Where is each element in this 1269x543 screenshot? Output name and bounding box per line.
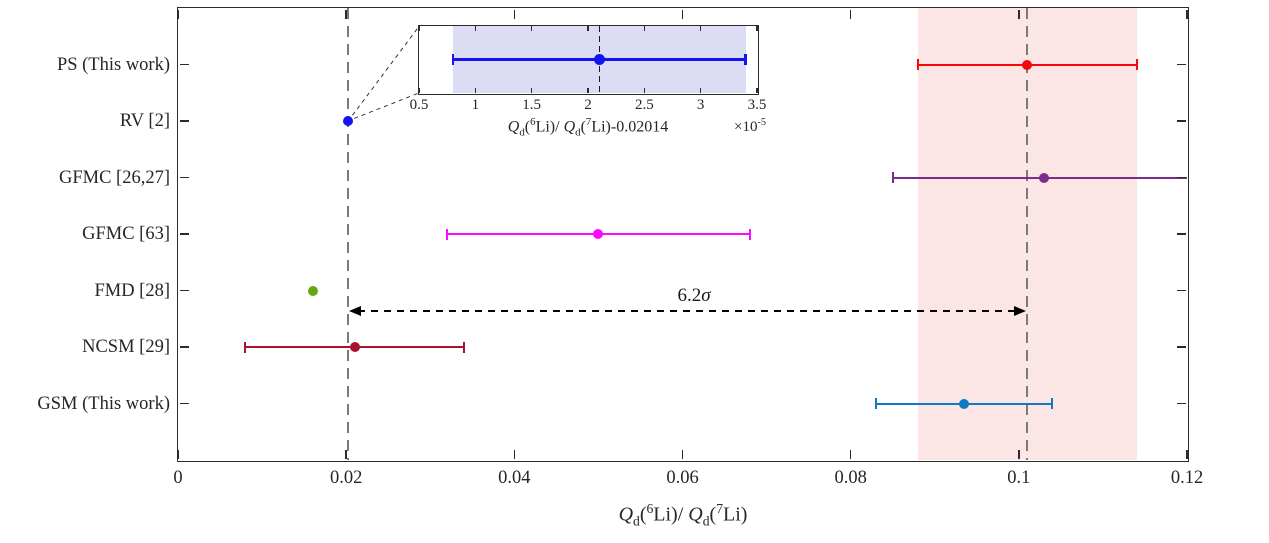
inset-x-tick-bottom (643, 88, 645, 93)
inset-x-tick-label: 3 (696, 97, 705, 113)
x-tick-top (513, 9, 516, 19)
inset-x-tick-label: 2 (584, 97, 592, 113)
y-category-label: GFMC [63] (82, 224, 170, 244)
x-tick-bottom (177, 449, 179, 459)
data-point (959, 398, 970, 409)
y-tick-right (1176, 402, 1186, 405)
y-tick-left (179, 233, 189, 235)
y-tick-left (179, 176, 189, 179)
inset-x-tick-label: 0.5 (409, 97, 429, 113)
error-bar-cap-left (916, 59, 919, 70)
x-tick-label: 0.08 (834, 468, 867, 488)
inset-x-tick-bottom (474, 88, 476, 93)
y-category-label: FMD [28] (94, 280, 170, 301)
x-tick-bottom (345, 449, 347, 459)
inset-error-bar-cap-right (744, 54, 747, 65)
x-tick-label: 0.12 (1170, 468, 1204, 488)
x-tick-bottom (513, 449, 516, 459)
y-tick-right (1176, 289, 1186, 292)
data-point (349, 342, 360, 352)
inset-x-tick-bottom (531, 88, 533, 93)
x-tick-top (849, 9, 852, 19)
y-category-label: GFMC [26,27] (58, 167, 170, 188)
error-bar-cap-left (891, 172, 894, 183)
inset-x-tick-bottom (418, 88, 420, 93)
y-tick-left (179, 120, 189, 122)
y-tick-left (179, 63, 189, 66)
inset-scale-multiplier-label: ×10-5 (734, 117, 766, 135)
y-tick-left (179, 289, 189, 292)
y-tick-right (1176, 63, 1186, 66)
data-point (593, 229, 604, 239)
x-tick-bottom (681, 449, 684, 459)
inset-x-tick-bottom (756, 88, 758, 93)
inset-error-bar-cap-left (451, 54, 455, 65)
x-tick-top (177, 9, 179, 19)
inset-x-tick-top (756, 26, 758, 31)
inset-x-tick-label: 1.5 (522, 97, 542, 113)
y-category-label: RV [2] (119, 111, 170, 131)
inset-x-tick-top (531, 26, 533, 31)
inset-x-tick-top (418, 26, 420, 31)
error-bar-cap-left (446, 228, 449, 240)
x-tick-label: 0.02 (329, 468, 363, 488)
inset-x-tick-label: 2.5 (634, 97, 654, 113)
sigma-arrow-line (357, 310, 1018, 312)
inset-x-tick-top (587, 26, 589, 31)
y-tick-left (179, 346, 189, 348)
x-tick-bottom (849, 449, 852, 459)
x-tick-label: 0.1 (1007, 468, 1031, 488)
x-tick-label: 0 (173, 468, 183, 488)
error-bar-cap-left (874, 398, 877, 409)
arrowhead-left-icon (348, 305, 361, 316)
y-tick-right (1176, 233, 1186, 235)
data-point (342, 116, 353, 126)
error-bar-cap-right (748, 228, 751, 240)
inset-x-tick-top (474, 26, 476, 31)
x-tick-top (1186, 9, 1188, 19)
sigma-annotation-label: 6.2σ (677, 285, 711, 306)
inset-x-tick-bottom (587, 88, 589, 93)
y-tick-right (1176, 346, 1186, 348)
data-point (1039, 172, 1050, 183)
error-bar-cap-right (1135, 59, 1138, 70)
data-point (1022, 59, 1033, 70)
data-point (307, 285, 318, 296)
y-tick-left (179, 402, 189, 405)
error-bar-cap-left (244, 341, 247, 353)
dashed-reference-line-1 (1026, 8, 1029, 460)
x-tick-label: 0.04 (498, 468, 531, 488)
x-tick-bottom (1186, 449, 1188, 459)
inset-x-tick-label: 3.5 (747, 97, 767, 113)
error-bar-cap-right (1051, 398, 1054, 409)
inset-x-tick-label: 1 (471, 97, 480, 113)
y-tick-right (1176, 120, 1186, 122)
inset-x-tick-bottom (700, 88, 702, 93)
x-tick-top (681, 9, 684, 19)
arrowhead-right-icon (1014, 305, 1027, 316)
inset-x-tick-top (700, 26, 702, 31)
x-axis-label: Qd(6Li)/ Qd(7Li) (618, 501, 748, 529)
y-category-label: NCSM [29] (82, 337, 170, 357)
y-category-label: GSM (This work) (37, 393, 170, 414)
inset-x-axis-label: Qd(6Li)/ Qd(7Li)-0.02014 (507, 116, 669, 139)
y-category-label: PS (This work) (56, 54, 170, 75)
x-tick-top (345, 9, 347, 19)
dashed-reference-line-0 (346, 8, 349, 460)
x-tick-label: 0.06 (666, 468, 699, 488)
error-bar-cap-right (462, 341, 465, 353)
x-tick-bottom (1018, 449, 1020, 459)
inset-data-point (593, 54, 605, 65)
inset-x-tick-top (643, 26, 645, 31)
x-tick-top (1018, 9, 1020, 19)
y-tick-right (1176, 176, 1186, 179)
